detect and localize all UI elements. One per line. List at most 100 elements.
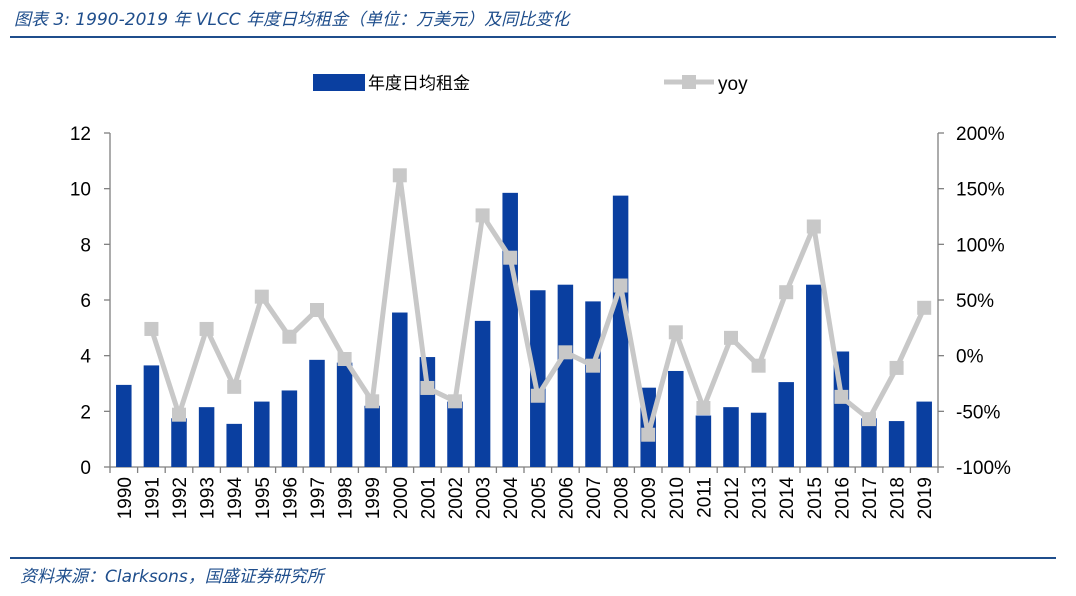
x-tick-label: 2015 [805, 477, 826, 519]
bar [778, 382, 794, 467]
yoy-point [282, 329, 297, 344]
figure-title: 图表 3: 1990-2019 年 VLCC 年度日均租金（单位：万美元）及同比… [14, 10, 570, 30]
yoy-point [337, 352, 352, 367]
x-tick-label: 1997 [308, 477, 329, 519]
bar [254, 401, 270, 467]
axes [104, 132, 944, 473]
x-tick-label: 2008 [612, 477, 633, 519]
yoy-point [889, 360, 904, 375]
x-tick-label: 2010 [667, 477, 688, 519]
bar [198, 407, 215, 467]
x-tick-label: 2009 [639, 477, 660, 519]
x-tick-label: 2005 [529, 477, 550, 519]
bar [750, 412, 767, 467]
yoy-point [917, 300, 932, 315]
bar [143, 365, 160, 467]
yoy-point [779, 285, 794, 300]
source-note: 资料来源：Clarksons，国盛证券研究所 [20, 567, 324, 587]
legend-bar-swatch [313, 74, 365, 91]
yoy-series [144, 168, 932, 442]
bar [474, 320, 491, 467]
x-tick-label: 1999 [363, 477, 384, 519]
x-tick-label: 2003 [474, 477, 495, 519]
bar [723, 407, 739, 467]
yoy-point [365, 394, 380, 409]
yoy-point [310, 303, 324, 318]
left-tick-label: 0 [80, 458, 91, 479]
bar [612, 195, 629, 467]
x-tick-label: 2006 [556, 477, 577, 519]
bar [309, 359, 325, 467]
yoy-point [172, 407, 186, 422]
yoy-point [834, 389, 849, 404]
yoy-point [227, 379, 242, 394]
bar [392, 312, 408, 467]
left-tick-label: 4 [80, 347, 91, 368]
yoy-point [530, 388, 545, 403]
bar [226, 423, 242, 467]
right-tick-label: 50% [956, 291, 994, 312]
bar [502, 192, 518, 467]
bar [530, 290, 546, 467]
right-tick-label: 100% [956, 235, 1005, 256]
x-tick-label: 2016 [832, 477, 853, 519]
yoy-point [503, 250, 518, 265]
bar [281, 390, 298, 467]
yoy-point [724, 330, 738, 345]
x-tick-label: 1992 [170, 477, 191, 519]
title-rule [10, 36, 1056, 38]
x-tick-label: 1996 [280, 477, 301, 519]
bar [336, 362, 353, 467]
yoy-point [254, 289, 269, 304]
bar [447, 401, 463, 467]
x-tick-label: 1990 [115, 477, 136, 519]
left-tick-label: 2 [80, 402, 91, 423]
bar [171, 418, 187, 467]
x-tick-label: 2000 [391, 477, 412, 519]
bar [695, 415, 712, 467]
right-tick-label: 150% [956, 180, 1005, 201]
yoy-point [641, 427, 656, 442]
legend-label-line: yoy [718, 74, 748, 95]
x-tick-label: 2014 [777, 477, 798, 520]
yoy-point [475, 208, 490, 223]
legend-line-marker [682, 75, 696, 89]
left-tick-label: 8 [80, 235, 91, 256]
yoy-point [420, 380, 435, 395]
legend-label-bar: 年度日均租金 [368, 74, 470, 94]
bar [668, 370, 684, 467]
bar [116, 384, 132, 467]
bar [806, 284, 822, 467]
yoy-point [586, 358, 600, 373]
right-tick-label: 0% [956, 347, 984, 368]
tick-labels: 0 2 4 6 8 10 12 -100% -50% 0% 50% 100% 150% 200% 1990 1… [70, 124, 1011, 519]
x-tick-label: 2002 [446, 477, 467, 519]
yoy-point [392, 168, 407, 183]
bar [861, 418, 877, 467]
right-tick-label: -100% [956, 458, 1011, 479]
left-tick-label: 6 [80, 291, 91, 312]
x-tick-label: 1993 [198, 477, 219, 519]
x-tick-label: 2007 [584, 477, 605, 519]
x-tick-label: 1998 [336, 477, 357, 519]
yoy-point [448, 394, 462, 409]
yoy-point [613, 278, 628, 293]
yoy-point [862, 412, 876, 427]
x-tick-label: 2018 [888, 477, 909, 519]
yoy-point [144, 321, 159, 336]
x-tick-label: 2011 [694, 477, 715, 518]
x-tick-label: 1995 [253, 477, 274, 519]
bar [916, 401, 932, 467]
x-tick-label: 1991 [142, 477, 163, 519]
source-rule [10, 557, 1056, 559]
bar [585, 301, 601, 467]
left-tick-label: 12 [70, 124, 91, 145]
x-tick-label: 1994 [225, 477, 246, 520]
yoy-point [696, 400, 711, 415]
x-tick-label: 2019 [915, 477, 936, 519]
x-tick-label: 2004 [501, 477, 522, 520]
legend: 年度日均租金 yoy [313, 74, 748, 95]
x-tick-label: 2012 [722, 477, 743, 519]
x-tick-label: 2001 [418, 477, 439, 519]
